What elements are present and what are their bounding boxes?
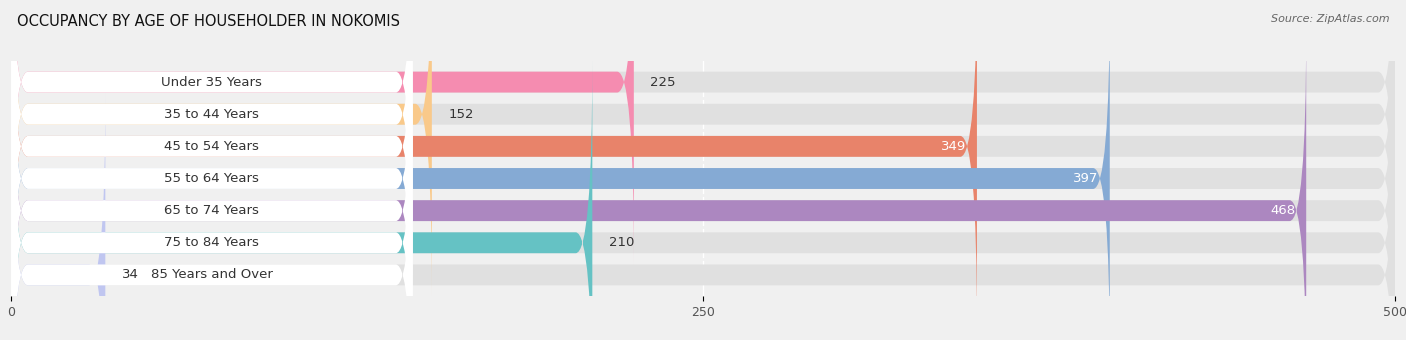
Text: 210: 210 [609, 236, 634, 249]
FancyBboxPatch shape [11, 92, 1395, 340]
Text: 65 to 74 Years: 65 to 74 Years [165, 204, 259, 217]
Text: 34: 34 [122, 268, 139, 282]
Text: 85 Years and Over: 85 Years and Over [150, 268, 273, 282]
Text: 225: 225 [651, 75, 676, 89]
Text: 35 to 44 Years: 35 to 44 Years [165, 108, 259, 121]
FancyBboxPatch shape [11, 61, 412, 340]
FancyBboxPatch shape [11, 92, 412, 340]
FancyBboxPatch shape [11, 28, 412, 340]
Text: 468: 468 [1270, 204, 1295, 217]
FancyBboxPatch shape [11, 0, 1395, 296]
FancyBboxPatch shape [11, 28, 1395, 340]
FancyBboxPatch shape [11, 0, 1109, 340]
FancyBboxPatch shape [11, 0, 634, 265]
FancyBboxPatch shape [11, 0, 412, 340]
FancyBboxPatch shape [11, 61, 592, 340]
Text: 45 to 54 Years: 45 to 54 Years [165, 140, 259, 153]
FancyBboxPatch shape [11, 0, 1395, 340]
Text: Under 35 Years: Under 35 Years [162, 75, 263, 89]
FancyBboxPatch shape [11, 0, 1395, 329]
Text: OCCUPANCY BY AGE OF HOUSEHOLDER IN NOKOMIS: OCCUPANCY BY AGE OF HOUSEHOLDER IN NOKOM… [17, 14, 399, 29]
FancyBboxPatch shape [11, 0, 1395, 265]
Text: 397: 397 [1073, 172, 1098, 185]
FancyBboxPatch shape [11, 0, 412, 296]
FancyBboxPatch shape [11, 61, 1395, 340]
FancyBboxPatch shape [11, 0, 412, 265]
Text: 349: 349 [941, 140, 966, 153]
FancyBboxPatch shape [11, 28, 1306, 340]
FancyBboxPatch shape [11, 0, 432, 296]
Text: Source: ZipAtlas.com: Source: ZipAtlas.com [1271, 14, 1389, 23]
Text: 55 to 64 Years: 55 to 64 Years [165, 172, 259, 185]
FancyBboxPatch shape [11, 0, 412, 329]
Text: 75 to 84 Years: 75 to 84 Years [165, 236, 259, 249]
Text: 152: 152 [449, 108, 474, 121]
FancyBboxPatch shape [11, 92, 105, 340]
FancyBboxPatch shape [11, 0, 977, 329]
